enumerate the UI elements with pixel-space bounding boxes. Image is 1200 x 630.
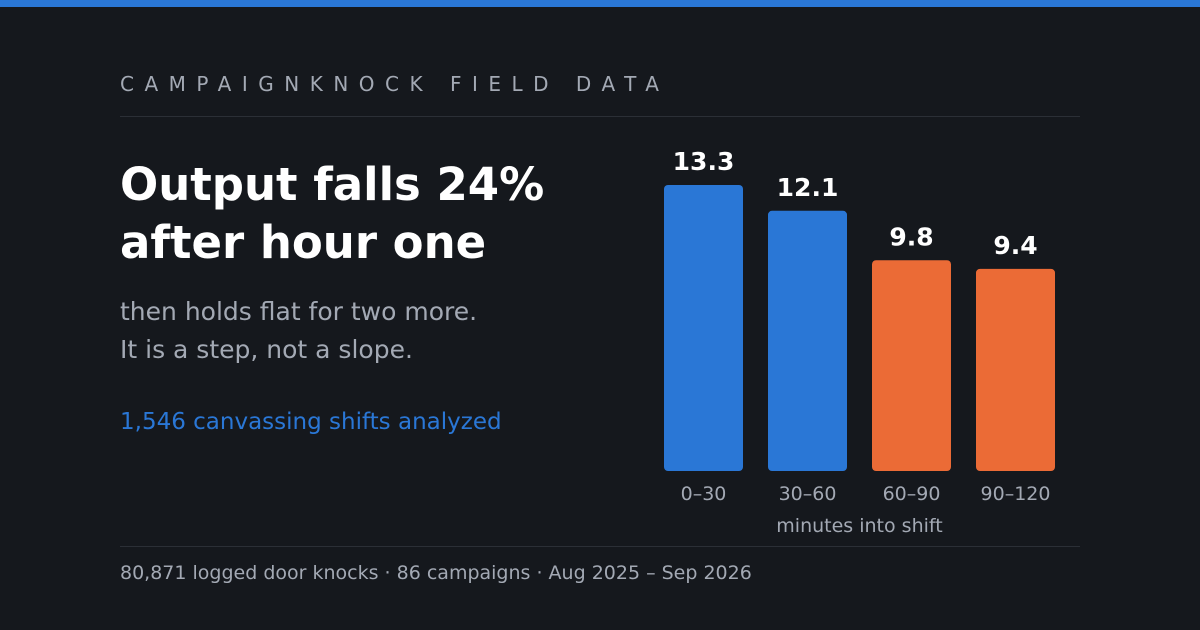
bar-0–30 xyxy=(664,185,743,471)
x-tick-label: 30–60 xyxy=(779,483,837,505)
x-tick-label: 60–90 xyxy=(883,483,941,505)
bar-value-label: 13.3 xyxy=(673,147,735,176)
bar-value-label: 9.8 xyxy=(889,222,933,251)
kicker-label: CAMPAIGNKNOCK FIELD DATA xyxy=(120,72,670,96)
bar-chart-svg: 13.3 0–30 12.1 30–60 9.8 60–90 9.4 90–120 minute… xyxy=(664,147,1055,537)
x-axis-label: minutes into shift xyxy=(776,515,942,537)
bar-90–120 xyxy=(976,268,1055,471)
subheadline: then holds flat for two more. It is a st… xyxy=(120,293,590,369)
subheadline-line-2: It is a step, not a slope. xyxy=(120,335,413,364)
footer-source: 80,871 logged door knocks · 86 campaigns… xyxy=(120,562,752,584)
bar-30–60 xyxy=(768,210,847,471)
sample-size-note: 1,546 canvassing shifts analyzed xyxy=(120,409,502,435)
x-tick-label: 90–120 xyxy=(981,483,1051,505)
bar-value-label: 9.4 xyxy=(993,231,1037,260)
bar-60–90 xyxy=(872,260,951,471)
headline: Output falls 24% after hour one xyxy=(120,158,545,269)
subheadline-line-1: then holds flat for two more. xyxy=(120,297,478,326)
accent-bar xyxy=(0,0,1200,7)
x-tick-label: 0–30 xyxy=(681,483,727,505)
divider-top xyxy=(120,116,1080,117)
bar-value-label: 12.1 xyxy=(777,173,839,202)
bar-chart: 13.3 0–30 12.1 30–60 9.8 60–90 9.4 90–120 minute… xyxy=(640,130,1080,544)
divider-bottom xyxy=(120,546,1080,547)
